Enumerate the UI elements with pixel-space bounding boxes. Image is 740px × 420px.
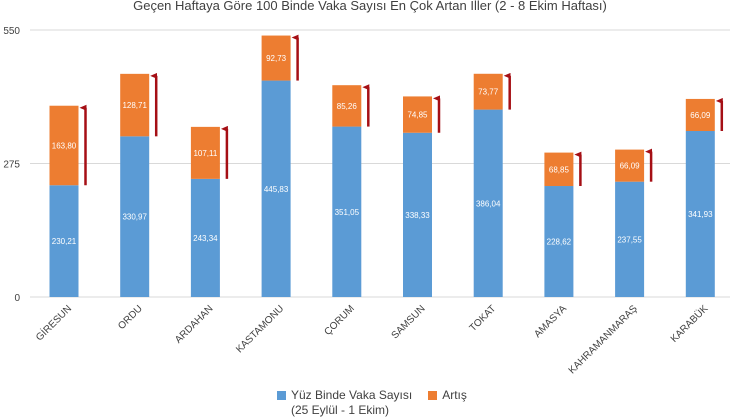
data-label-increase: 73,77	[478, 88, 499, 97]
legend-label-increase: Artış	[442, 388, 467, 402]
y-tick-label: 275	[3, 160, 20, 171]
legend-item-cases: Yüz Binde Vaka Sayısı	[277, 388, 412, 403]
data-label-increase: 163,80	[52, 141, 77, 150]
bar-increase	[615, 149, 645, 182]
y-tick-label: 0	[14, 293, 20, 304]
bar-increase	[120, 73, 150, 137]
bar-cases	[615, 181, 645, 297]
legend-swatch-increase	[428, 391, 438, 400]
bar-cases	[544, 186, 574, 297]
data-label-increase: 74,85	[407, 111, 428, 120]
bar-increase	[49, 105, 79, 186]
legend-label-cases-period: (25 Eylül - 1 Ekim)	[291, 403, 390, 417]
data-label-increase: 107,11	[193, 149, 217, 158]
chart-plot: 0 275 550 230,21 163,80 GİRESUN 330,97 128,71 OR…	[3, 26, 730, 376]
bar-increase	[332, 85, 362, 127]
y-tick-label: 550	[3, 26, 20, 37]
data-label-cases: 445,83	[264, 185, 289, 194]
x-tick-label: ARDAHAN	[173, 303, 215, 345]
legend-label-cases: Yüz Binde Vaka Sayısı	[291, 388, 413, 402]
bar-cases	[190, 178, 220, 297]
data-label-increase: 92,73	[266, 54, 287, 63]
data-label-increase: 66,09	[690, 111, 711, 120]
data-label-cases: 230,21	[52, 237, 77, 246]
bar-increase	[473, 73, 503, 110]
x-tick-label: KAHRAMANMARAŞ	[567, 303, 640, 376]
bar-cases	[120, 136, 150, 297]
x-tick-label: KARABÜK	[668, 302, 711, 345]
data-label-cases: 351,05	[335, 208, 360, 217]
data-label-increase: 66,09	[620, 162, 641, 171]
x-tick-label: KASTAMONU	[234, 303, 286, 355]
bar-cases	[261, 80, 291, 298]
x-tick-label: GİRESUN	[33, 302, 74, 343]
data-label-cases: 386,04	[476, 199, 501, 208]
chart-title: Geçen Haftaya Göre 100 Binde Vaka Sayısı…	[133, 0, 607, 13]
bar-increase	[403, 96, 432, 133]
bar-cases	[332, 126, 362, 298]
data-label-increase: 85,26	[337, 102, 358, 111]
bar-cases	[49, 185, 79, 297]
x-tick-label: AMASYA	[532, 303, 569, 340]
data-label-cases: 228,62	[547, 238, 572, 247]
bar-increase	[685, 98, 715, 132]
bar-increase	[261, 35, 291, 81]
data-label-cases: 338,33	[405, 211, 430, 220]
data-label-increase: 128,71	[122, 101, 147, 110]
x-tick-label: SAMSUN	[390, 303, 428, 341]
data-label-cases: 237,55	[617, 235, 642, 244]
data-label-cases: 330,97	[122, 213, 147, 222]
data-label-cases: 243,34	[193, 234, 218, 243]
legend-swatch-cases	[277, 391, 286, 400]
data-label-cases: 341,93	[688, 210, 713, 219]
legend-item-increase: Artış	[428, 388, 467, 403]
bar-cases	[403, 132, 432, 297]
bar-cases	[685, 131, 715, 297]
bar-cases	[473, 109, 503, 298]
bar-increase	[544, 152, 574, 187]
bar-increase	[190, 126, 220, 179]
x-tick-label: ÇORUM	[322, 303, 356, 337]
x-tick-label: TOKAT	[468, 303, 499, 334]
data-label-increase: 68,85	[549, 165, 570, 174]
x-tick-label: ORDU	[116, 303, 145, 332]
legend: Yüz Binde Vaka Sayısı Artış (25 Eylül - …	[277, 388, 483, 418]
